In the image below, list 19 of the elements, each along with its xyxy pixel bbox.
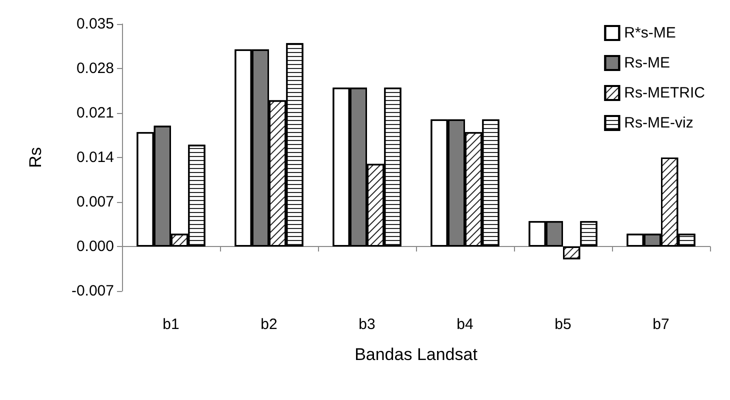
legend-label: Rs-ME-viz (624, 114, 694, 132)
x-tick-label: b3 (358, 316, 376, 333)
y-tick-label: 0.007 (76, 194, 114, 210)
y-tick-label: 0.021 (76, 104, 114, 122)
y-tick-label: 0.035 (76, 16, 114, 32)
y-axis-title: Rs (26, 147, 45, 168)
legend-label: Rs-METRIC (624, 84, 706, 102)
legend-label: Rs-ME (624, 54, 670, 72)
x-axis-title: Bandas Landsat (354, 345, 478, 364)
y-tick-label: 0.014 (76, 149, 114, 166)
x-tick-label: b5 (554, 316, 572, 333)
legend-label: R*s-ME (624, 24, 676, 42)
x-tick-label: b7 (652, 316, 670, 333)
y-tick-label: 0.028 (76, 60, 114, 77)
x-tick-label: b2 (260, 316, 278, 333)
x-tick-label: b1 (162, 316, 180, 333)
y-tick-label: 0.000 (76, 238, 114, 255)
y-tick-label: -0.007 (71, 282, 114, 300)
x-tick-label: b4 (456, 316, 474, 333)
